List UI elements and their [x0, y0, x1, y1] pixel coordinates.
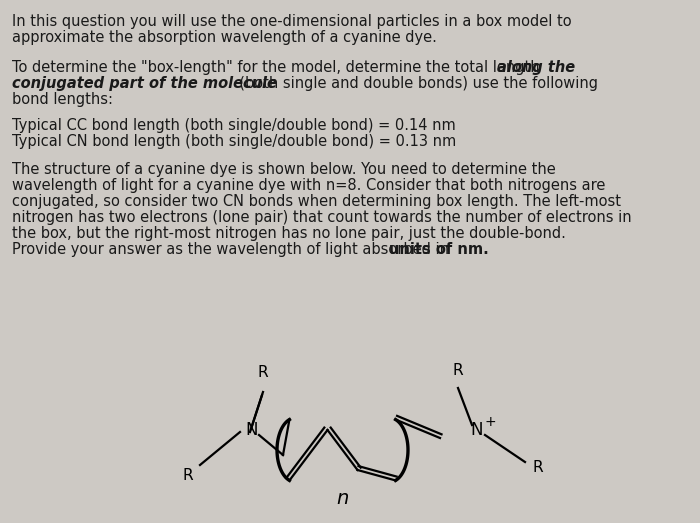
Text: along the: along the — [497, 60, 575, 75]
Text: To determine the "box-length" for the model, determine the total length: To determine the "box-length" for the mo… — [12, 60, 545, 75]
Text: conjugated, so consider two CN bonds when determining box length. The left-most: conjugated, so consider two CN bonds whe… — [12, 194, 621, 209]
Text: wavelength of light for a cyanine dye with n=8. Consider that both nitrogens are: wavelength of light for a cyanine dye wi… — [12, 178, 606, 193]
Text: Typical CC bond length (both single/double bond) = 0.14 nm: Typical CC bond length (both single/doub… — [12, 118, 456, 133]
Text: R: R — [258, 365, 268, 380]
Text: conjugated part of the molecule: conjugated part of the molecule — [12, 76, 277, 91]
Text: (both single and double bonds) use the following: (both single and double bonds) use the f… — [230, 76, 598, 91]
Text: In this question you will use the one-dimensional particles in a box model to: In this question you will use the one-di… — [12, 14, 572, 29]
Text: R: R — [532, 460, 542, 475]
Text: n: n — [336, 488, 349, 507]
Text: R: R — [183, 468, 193, 483]
Text: units of nm.: units of nm. — [389, 242, 489, 257]
Text: The structure of a cyanine dye is shown below. You need to determine the: The structure of a cyanine dye is shown … — [12, 162, 556, 177]
Text: the box, but the right-most nitrogen has no lone pair, just the double-bond.: the box, but the right-most nitrogen has… — [12, 226, 566, 241]
Text: N: N — [245, 421, 258, 439]
Text: N: N — [470, 421, 482, 439]
Text: bond lengths:: bond lengths: — [12, 92, 113, 107]
Text: approximate the absorption wavelength of a cyanine dye.: approximate the absorption wavelength of… — [12, 30, 437, 45]
Text: Provide your answer as the wavelength of light absorbed in: Provide your answer as the wavelength of… — [12, 242, 454, 257]
Text: +: + — [484, 415, 496, 429]
Text: nitrogen has two electrons (lone pair) that count towards the number of electron: nitrogen has two electrons (lone pair) t… — [12, 210, 631, 225]
Text: Typical CN bond length (both single/double bond) = 0.13 nm: Typical CN bond length (both single/doub… — [12, 134, 456, 149]
Text: R: R — [453, 363, 463, 378]
